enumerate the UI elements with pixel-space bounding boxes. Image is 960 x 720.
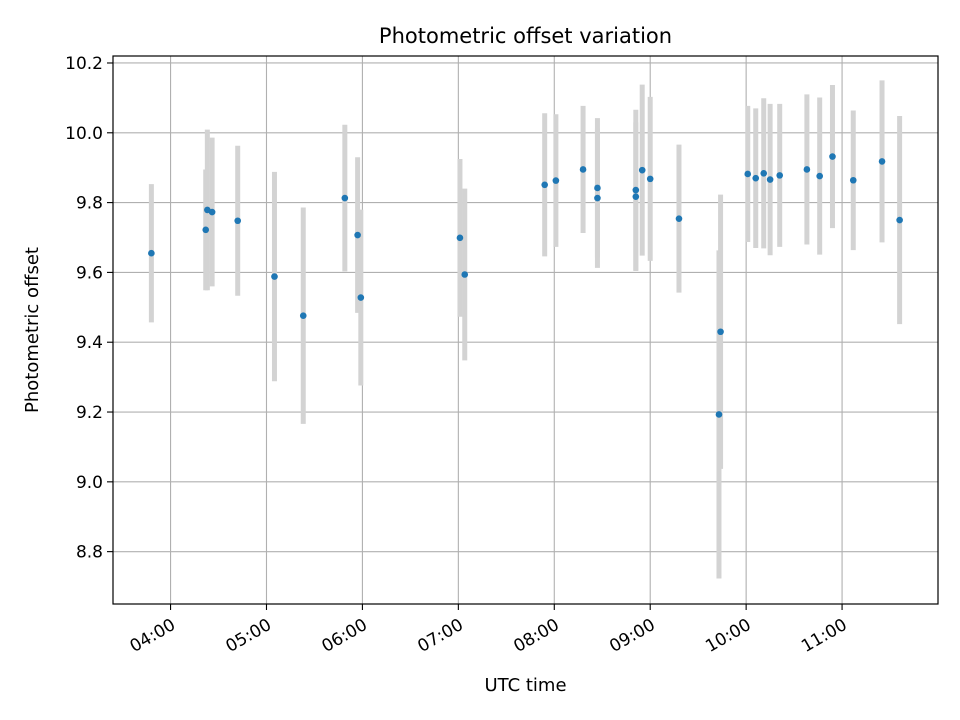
data-point	[357, 294, 365, 301]
data-point	[752, 174, 760, 182]
data-point	[632, 193, 640, 200]
data-point	[148, 249, 155, 257]
data-point	[638, 166, 646, 174]
data-point	[646, 175, 654, 183]
data-point	[234, 217, 242, 225]
data-point	[594, 194, 601, 202]
data-point	[744, 170, 752, 178]
y-tick-label: 9.6	[76, 263, 103, 283]
data-point	[208, 208, 216, 216]
y-axis-title: Photometric offset	[22, 247, 43, 413]
plot-frame	[112, 55, 939, 605]
y-tick-label: 9.8	[76, 194, 103, 214]
data-point	[829, 153, 836, 160]
data-point	[632, 186, 640, 194]
data-point	[271, 273, 278, 280]
y-tick-label: 8.8	[76, 543, 103, 563]
y-tick-label: 9.2	[76, 403, 103, 423]
data-point	[766, 176, 774, 183]
data-point	[760, 169, 768, 177]
data-point	[816, 172, 823, 180]
data-point	[849, 176, 857, 184]
data-point	[717, 328, 724, 336]
data-point	[541, 181, 548, 189]
y-tick-label: 9.0	[76, 473, 103, 493]
data-point	[776, 172, 784, 179]
y-tick-label: 10.0	[65, 124, 103, 144]
chart-title: Photometric offset variation	[379, 24, 672, 48]
data-point	[715, 411, 723, 418]
data-point	[456, 234, 464, 242]
data-point	[299, 312, 307, 319]
data-point	[202, 226, 210, 234]
data-point	[896, 216, 903, 224]
data-point	[675, 215, 683, 222]
data-point	[354, 231, 361, 239]
y-axis-ticks: 8.8 9.0 9.2 9.4 9.6 9.8 10.0 10.2	[65, 54, 113, 563]
data-point	[552, 177, 560, 184]
data-point	[878, 158, 886, 165]
data-point	[341, 194, 349, 202]
data-point	[594, 184, 601, 192]
data-point	[579, 166, 587, 173]
x-axis-title: UTC time	[484, 675, 566, 696]
data-points	[148, 153, 903, 418]
y-tick-label: 10.2	[65, 54, 103, 74]
data-point	[803, 166, 811, 173]
y-tick-label: 9.4	[76, 333, 103, 353]
data-point	[461, 271, 469, 278]
